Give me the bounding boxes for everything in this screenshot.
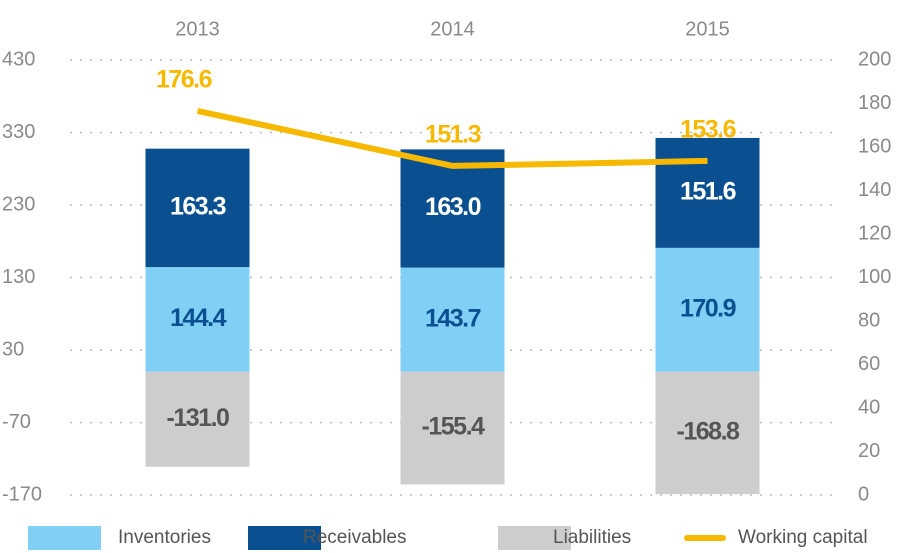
y2-tick-label: 40 — [858, 396, 880, 418]
bar — [145, 371, 250, 467]
bar-value-label: 144.4 — [170, 304, 227, 332]
x-tick-label: 2013 — [175, 18, 220, 40]
bar — [400, 149, 505, 268]
bar — [145, 267, 250, 372]
x-tick-label: 2015 — [685, 18, 730, 40]
y2-tick-label: 200 — [858, 48, 891, 70]
y2-tick-label: 20 — [858, 440, 880, 462]
bar-value-label: -155.4 — [422, 413, 485, 441]
bar-value-label: 170.9 — [680, 294, 736, 322]
legend-swatch — [498, 526, 571, 550]
y-tick-label: 230 — [2, 193, 35, 215]
bar — [655, 247, 760, 372]
y-tick-label: -170 — [2, 483, 42, 505]
y-tick-label: -70 — [2, 411, 31, 433]
bar-value-label: 151.6 — [680, 178, 736, 206]
bar — [145, 148, 250, 268]
y-tick-label: 30 — [2, 338, 24, 360]
legend-label: Liabilities — [553, 527, 631, 548]
line-value-label: 151.3 — [425, 121, 481, 149]
y-tick-label: 130 — [2, 266, 35, 288]
y2-tick-label: 120 — [858, 222, 891, 244]
bar — [400, 267, 505, 372]
y-tick-label: 430 — [2, 48, 35, 70]
bar-value-label: -131.0 — [167, 404, 229, 432]
y2-tick-label: 60 — [858, 353, 880, 375]
bar — [655, 137, 760, 248]
legend-label: Receivables — [303, 527, 407, 548]
bar-value-label: 143.7 — [425, 304, 481, 332]
y2-tick-label: 160 — [858, 135, 891, 157]
line-value-label: 153.6 — [680, 116, 736, 144]
y2-tick-label: 180 — [858, 92, 891, 114]
bar — [655, 371, 760, 495]
line-value-label: 176.6 — [156, 66, 212, 94]
bar-value-label: -168.8 — [677, 418, 740, 446]
y-tick-label: 330 — [2, 121, 35, 143]
y2-tick-label: 100 — [858, 266, 891, 288]
y2-tick-label: 140 — [858, 179, 891, 201]
legend-swatch — [28, 526, 101, 550]
bar-value-label: 163.3 — [170, 192, 226, 220]
legend-swatch — [248, 526, 321, 550]
bar-value-label: 163.0 — [425, 193, 481, 221]
y2-tick-label: 80 — [858, 309, 880, 331]
y2-tick-label: 0 — [858, 483, 869, 505]
line — [196, 107, 708, 169]
bar — [400, 371, 505, 485]
legend-label: Working capital — [738, 527, 868, 548]
x-tick-label: 2014 — [430, 18, 475, 40]
legend-label: Inventories — [118, 527, 211, 548]
